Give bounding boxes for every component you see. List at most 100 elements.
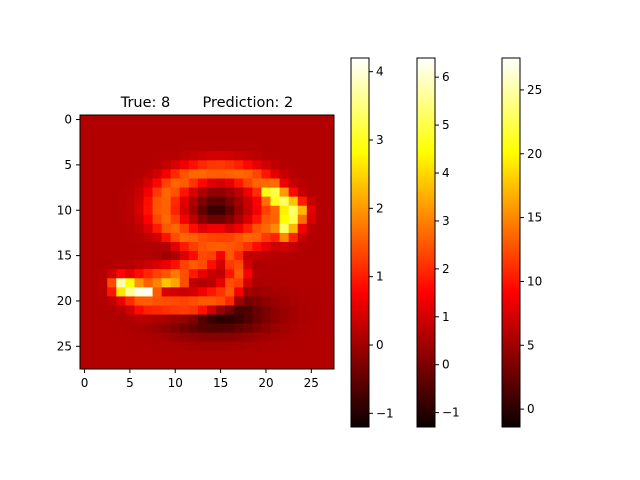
heatmap-cell	[143, 260, 153, 270]
heatmap-cell	[98, 142, 108, 152]
heatmap-cell	[80, 242, 90, 252]
heatmap-cell	[288, 314, 299, 325]
heatmap-cell	[306, 205, 317, 216]
heatmap-cell	[297, 242, 308, 252]
heatmap-cell	[288, 350, 299, 361]
heatmap-cell	[134, 305, 144, 315]
heatmap-cell	[170, 278, 181, 288]
heatmap-cell	[161, 359, 172, 370]
heatmap-cell	[179, 350, 190, 361]
heatmap-cell	[279, 142, 290, 152]
heatmap-cell	[297, 278, 308, 288]
heatmap-cell	[170, 242, 181, 252]
heatmap-cell	[324, 242, 335, 252]
heatmap-cell	[89, 232, 99, 243]
heatmap-cell	[161, 205, 172, 216]
colorbar-tick-label: 20	[527, 147, 542, 161]
heatmap-cell	[107, 178, 117, 188]
heatmap-cell	[252, 332, 262, 343]
heatmap-cell	[143, 151, 153, 161]
heatmap-cell	[216, 115, 226, 125]
heatmap-cell	[143, 133, 153, 143]
heatmap-cell	[279, 133, 290, 143]
heatmap-cell	[252, 232, 262, 243]
heatmap-cell	[125, 205, 135, 216]
heatmap-cell	[324, 341, 335, 352]
heatmap-cell	[188, 287, 199, 297]
heatmap-cell	[152, 314, 163, 325]
heatmap-cell	[279, 350, 290, 361]
heatmap-cell	[188, 232, 199, 243]
heatmap-cell	[179, 341, 190, 352]
heatmap-cell	[324, 115, 335, 125]
heatmap-cell	[116, 305, 126, 315]
heatmap-cell	[261, 323, 271, 334]
heatmap-cell	[98, 305, 108, 315]
heatmap-cell	[297, 124, 308, 134]
heatmap-cell	[125, 251, 135, 261]
heatmap-cell	[306, 242, 317, 252]
heatmap-cell	[197, 287, 208, 297]
heatmap-cell	[188, 341, 199, 352]
heatmap-cell	[170, 115, 181, 125]
heatmap-cell	[234, 151, 244, 161]
heatmap-cell	[116, 124, 126, 134]
heatmap-cell	[207, 287, 217, 297]
heatmap-cell	[107, 223, 117, 234]
heatmap-cell	[225, 314, 235, 325]
colorbar-gradient	[351, 58, 369, 427]
heatmap-cell	[243, 124, 253, 134]
heatmap-cell	[134, 223, 144, 234]
heatmap-cell	[207, 260, 217, 270]
heatmap-cell	[243, 242, 253, 252]
heatmap-cell	[143, 350, 153, 361]
heatmap-cell	[188, 242, 199, 252]
heatmap-cell	[152, 151, 163, 161]
heatmap-cell	[116, 232, 126, 243]
heatmap-cell	[270, 196, 280, 207]
heatmap-cell	[216, 341, 226, 352]
heatmap-cell	[116, 187, 126, 198]
heatmap-cell	[161, 341, 172, 352]
heatmap-cell	[170, 151, 181, 161]
heatmap-cell	[107, 124, 117, 134]
heatmap-cell	[89, 251, 99, 261]
heatmap-cell	[306, 296, 317, 306]
heatmap-cell	[225, 323, 235, 334]
heatmap-cell	[98, 323, 108, 334]
heatmap-cell	[80, 223, 90, 234]
heatmap-cell	[80, 169, 90, 179]
colorbar-gradient	[502, 58, 520, 427]
heatmap-cell	[207, 169, 217, 179]
heatmap-cell	[216, 142, 226, 152]
heatmap-cell	[279, 178, 290, 188]
heatmap-cell	[80, 178, 90, 188]
heatmap-cell	[207, 278, 217, 288]
heatmap-cell	[170, 142, 181, 152]
heatmap-cell	[188, 332, 199, 343]
heatmap-cell	[261, 223, 271, 234]
heatmap-cell	[98, 242, 108, 252]
heatmap-cell	[143, 214, 153, 225]
chart-title: True: 8 Prediction: 2	[120, 95, 294, 111]
heatmap-cell	[216, 196, 226, 207]
heatmap-cell	[252, 323, 262, 334]
heatmap-cell	[315, 196, 326, 207]
heatmap-cell	[116, 223, 126, 234]
heatmap-cell	[170, 332, 181, 343]
heatmap-cell	[297, 142, 308, 152]
heatmap-cell	[125, 124, 135, 134]
heatmap-cell	[89, 341, 99, 352]
heatmap-cell	[315, 214, 326, 225]
heatmap-cell	[170, 296, 181, 306]
heatmap-cell	[270, 169, 280, 179]
heatmap-cell	[297, 323, 308, 334]
heatmap-cell	[225, 232, 235, 243]
heatmap-cell	[107, 187, 117, 198]
heatmap-cell	[188, 169, 199, 179]
heatmap-cell	[216, 251, 226, 261]
heatmap-cell	[179, 223, 190, 234]
heatmap-cell	[197, 187, 208, 198]
heatmap-cell	[270, 269, 280, 279]
heatmap-cell	[324, 124, 335, 134]
